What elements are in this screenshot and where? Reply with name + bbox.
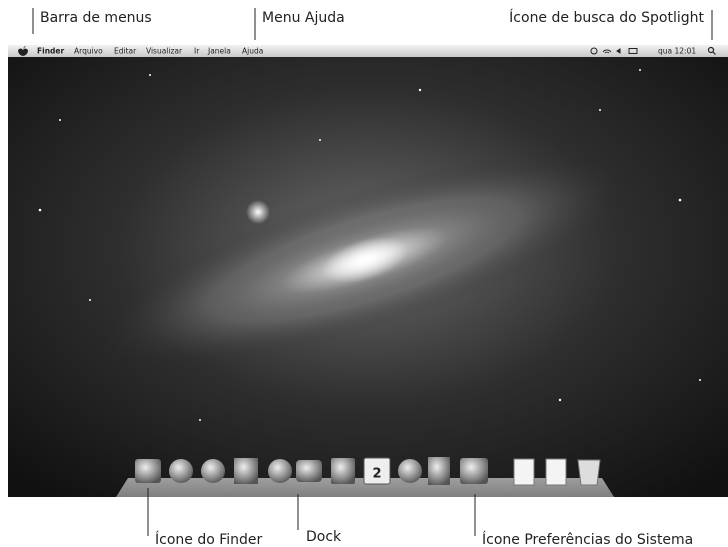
photo-booth-icon[interactable] xyxy=(428,457,450,485)
itunes-icon[interactable] xyxy=(398,459,422,483)
document-icon[interactable] xyxy=(514,459,534,485)
trash-icon[interactable] xyxy=(578,460,600,485)
annotated-screenshot: Finder Arquivo Editar Visualizar Ir Jane… xyxy=(0,0,728,547)
page: Finder Arquivo Editar Visualizar Ir Jane… xyxy=(0,0,728,547)
document-icon[interactable] xyxy=(546,459,566,485)
finder-icon[interactable] xyxy=(135,459,161,483)
satellite-galaxy xyxy=(246,200,270,224)
callout-label: Barra de menus xyxy=(40,10,152,26)
menu-item[interactable]: Editar xyxy=(114,47,137,56)
facetime-icon[interactable] xyxy=(296,460,322,482)
ical-day: 2 xyxy=(372,467,381,482)
menu-item[interactable]: Arquivo xyxy=(74,47,103,56)
app-store-icon[interactable] xyxy=(201,459,225,483)
menu-item[interactable]: Ir xyxy=(194,47,200,56)
menu-item[interactable]: Visualizar xyxy=(146,47,183,56)
callout-label: Menu Ajuda xyxy=(262,10,345,26)
callout-label: Ícone de busca do Spotlight xyxy=(509,9,704,26)
menu-item[interactable]: Finder xyxy=(37,47,64,56)
menu-item[interactable]: Ajuda xyxy=(242,47,263,56)
address-book-icon[interactable] xyxy=(331,458,355,484)
safari-icon[interactable] xyxy=(268,459,292,483)
callout-label: Ícone do Finder xyxy=(155,531,263,547)
launchpad-icon[interactable] xyxy=(169,459,193,483)
clock[interactable]: qua 12:01 xyxy=(658,47,696,56)
system-preferences-icon[interactable] xyxy=(460,458,488,484)
menu-item[interactable]: Janela xyxy=(207,47,231,56)
mail-icon[interactable] xyxy=(234,458,258,484)
callout-label: Dock xyxy=(306,529,342,545)
callout-label: Ícone Preferências do Sistema xyxy=(482,531,693,547)
